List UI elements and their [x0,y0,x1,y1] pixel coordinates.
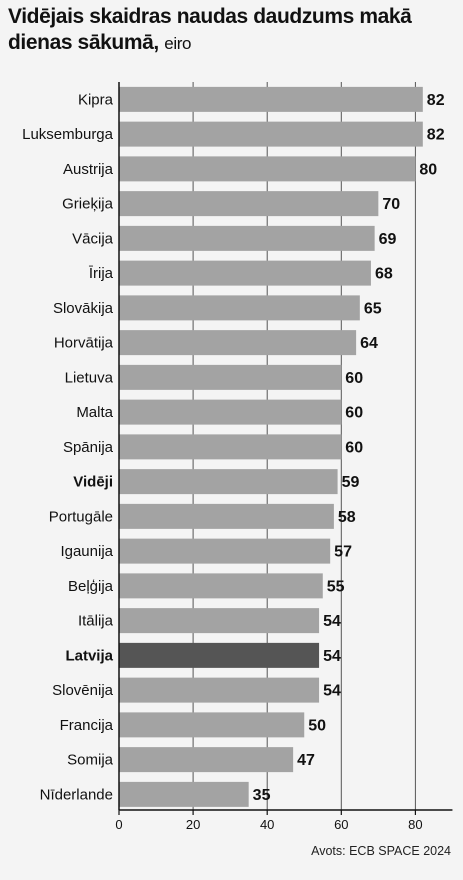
category-label: Beļģija [68,578,114,595]
value-label: 60 [345,370,363,387]
value-label: 65 [364,300,382,317]
category-label: Vācija [72,230,114,247]
bar [119,191,379,217]
bar [119,364,342,390]
bar [119,121,423,147]
chart-unit: eiro [164,34,192,53]
bar [119,225,375,251]
bar [119,469,338,495]
value-label: 69 [379,231,397,248]
x-tick-label: 40 [260,817,274,832]
value-label: 47 [297,752,315,769]
bar [119,608,320,634]
category-label: Luksemburga [22,126,114,143]
chart-title-text: Vidējais skaidras naudas daudzums makā d… [8,5,412,54]
category-label: Austrija [63,161,114,178]
category-label: Īrija [89,265,114,282]
bar [119,747,294,773]
category-label: Spānija [63,439,114,456]
value-label: 50 [308,717,326,734]
source-note: Avots: ECB SPACE 2024 [311,844,451,858]
category-label: Francija [60,717,114,734]
value-label: 57 [334,544,352,561]
category-label: Portugāle [49,508,113,525]
value-label: 60 [345,405,363,422]
category-label: Slovākija [53,300,114,317]
category-label: Slovēnija [52,682,114,699]
value-label: 59 [342,474,360,491]
bar [119,399,342,425]
bar [119,260,371,286]
x-tick-label: 60 [334,817,348,832]
category-label: Kipra [78,91,114,108]
value-label: 80 [419,161,437,178]
x-tick-label: 20 [186,817,200,832]
value-label: 54 [323,613,341,630]
value-label: 70 [382,196,400,213]
value-label: 82 [427,127,445,144]
x-tick-label: 0 [115,817,122,832]
bar [119,503,334,529]
bar [119,573,323,599]
value-label: 64 [360,335,378,352]
value-label: 60 [345,439,363,456]
chart-title: Vidējais skaidras naudas daudzums makā d… [8,4,458,57]
category-label: Malta [76,404,113,421]
category-label: Latvija [65,647,113,664]
category-label: Grieķija [62,196,114,213]
bar [119,538,331,564]
value-label: 58 [338,509,356,526]
value-label: 35 [253,787,271,804]
bar [119,295,360,321]
category-label: Vidēji [73,474,113,491]
x-tick-label: 80 [408,817,422,832]
bar [119,642,320,668]
value-label: 68 [375,266,393,283]
bar [119,434,342,460]
category-label: Nīderlande [40,786,113,803]
value-label: 54 [323,683,341,700]
category-label: Somija [67,752,114,769]
bar [119,712,305,738]
category-label: Igaunija [60,543,113,560]
bar [119,330,357,356]
category-label: Horvātija [54,335,114,352]
bar [119,86,423,112]
bar [119,677,320,703]
value-label: 55 [327,578,345,595]
category-label: Lietuva [65,369,114,386]
category-label: Itālija [78,613,114,630]
bar [119,781,249,807]
value-label: 82 [427,92,445,109]
value-label: 54 [323,648,341,665]
bar [119,156,416,182]
